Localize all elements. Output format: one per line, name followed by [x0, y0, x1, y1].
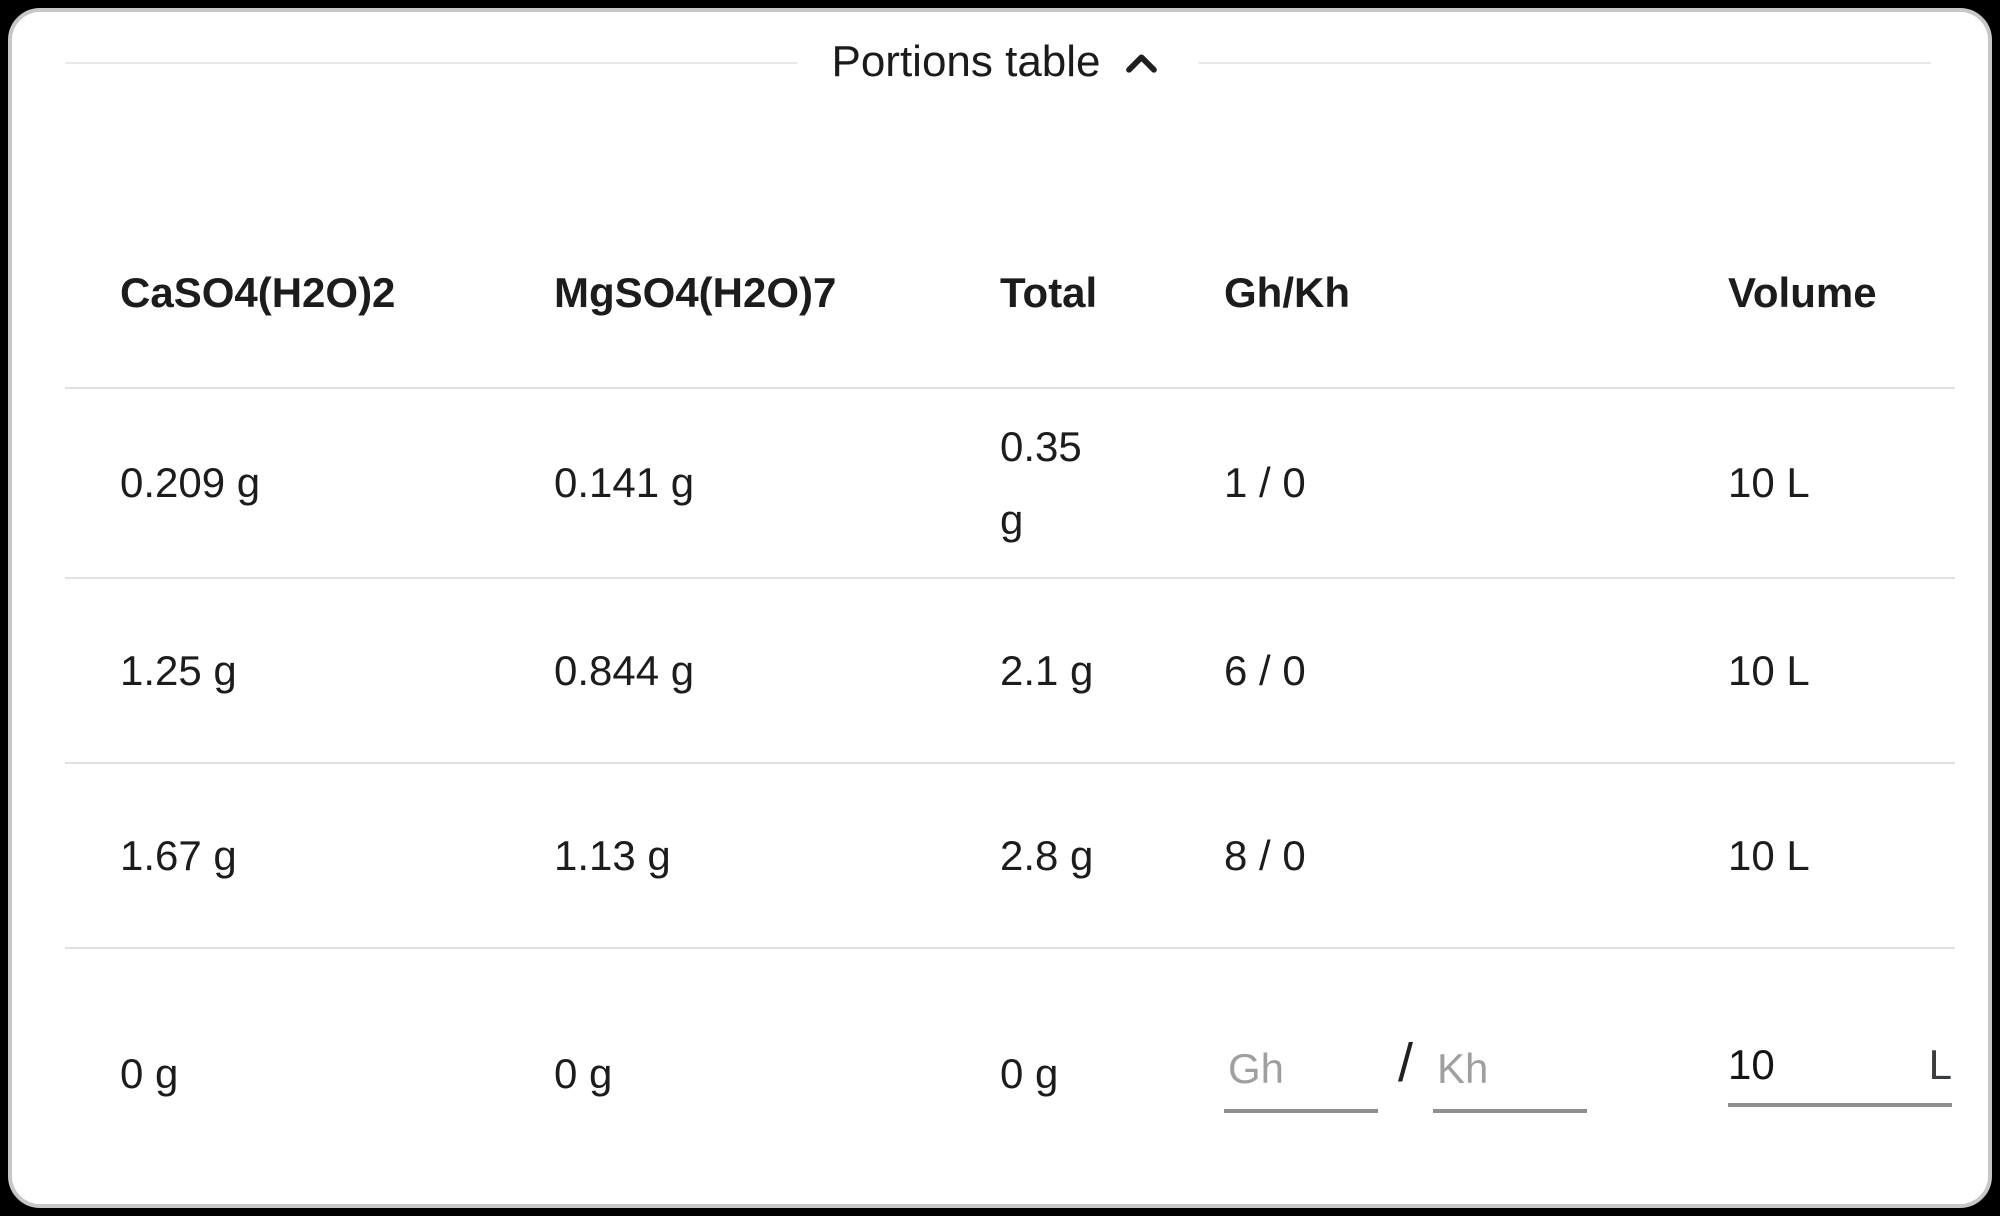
volume-cell: 10 L: [1728, 459, 1810, 506]
table-row: 0.209 g 0.141 g 0.35 g 1 / 0 10 L: [65, 388, 1955, 578]
total-cell: 0.35 g: [1000, 388, 1224, 578]
ghkh-cell: 8 / 0: [1224, 831, 1306, 879]
caso4-cell: 0.209 g: [120, 459, 261, 506]
portions-table-toggle[interactable]: Portions table: [797, 36, 1199, 88]
card-title: Portions table: [831, 36, 1101, 86]
portions-card: Portions table CaSO4(H2O)2 MgSO4(H2O)7 T…: [8, 8, 1992, 1208]
ghkh-cell: 1 / 0: [1224, 459, 1306, 506]
col-header-total: Total: [1000, 268, 1098, 316]
total-value: 2.1 g: [1000, 646, 1094, 694]
kh-input[interactable]: [1433, 1045, 1588, 1113]
total-cell: 2.1 g: [1000, 578, 1224, 763]
table-row: 1.67 g 1.13 g 2.8 g 8 / 0 10 L: [65, 763, 1955, 948]
col-header-volume: Volume: [1728, 268, 1877, 316]
col-header-ghkh: Gh/Kh: [1224, 268, 1350, 316]
volume-input-field[interactable]: L: [1728, 1040, 1952, 1107]
caso4-cell: 1.25 g: [120, 646, 237, 694]
caso4-result-cell: 0 g: [120, 1049, 179, 1097]
col-header-mgso4: MgSO4(H2O)7: [554, 268, 837, 316]
mgso4-cell: 0.141 g: [554, 459, 695, 506]
table-header-row: CaSO4(H2O)2 MgSO4(H2O)7 Total Gh/Kh Volu…: [65, 198, 1955, 388]
col-header-caso4: CaSO4(H2O)2: [120, 268, 396, 316]
total-value: 0 g: [1000, 1049, 1059, 1097]
total-value: 2.8 g: [1000, 831, 1094, 879]
total-result-cell: 0 g: [1000, 948, 1224, 1198]
volume-input-cell: L: [1728, 948, 1955, 1198]
volume-unit-label: L: [1928, 1040, 1952, 1088]
caso4-cell: 1.67 g: [120, 831, 237, 879]
chevron-up-icon[interactable]: [1119, 42, 1165, 88]
mgso4-result-cell: 0 g: [554, 1049, 613, 1097]
mgso4-cell: 1.13 g: [554, 831, 671, 879]
gh-kh-separator: /: [1398, 1033, 1414, 1093]
portions-table-header[interactable]: Portions table: [57, 36, 1939, 88]
volume-input[interactable]: [1728, 1040, 1858, 1089]
total-cell: 2.8 g: [1000, 763, 1224, 948]
ghkh-cell: 6 / 0: [1224, 646, 1306, 694]
volume-cell: 10 L: [1728, 831, 1810, 879]
total-value: 0.35 g: [1000, 422, 1082, 544]
gh-input[interactable]: [1224, 1045, 1378, 1113]
volume-cell: 10 L: [1728, 646, 1810, 694]
mgso4-cell: 0.844 g: [554, 646, 695, 694]
portions-table: CaSO4(H2O)2 MgSO4(H2O)7 Total Gh/Kh Volu…: [65, 198, 1955, 1198]
custom-portion-row: 0 g 0 g 0 g / L: [65, 948, 1955, 1198]
table-row: 1.25 g 0.844 g 2.1 g 6 / 0 10 L: [65, 578, 1955, 763]
ghkh-input-cell: /: [1224, 948, 1728, 1198]
